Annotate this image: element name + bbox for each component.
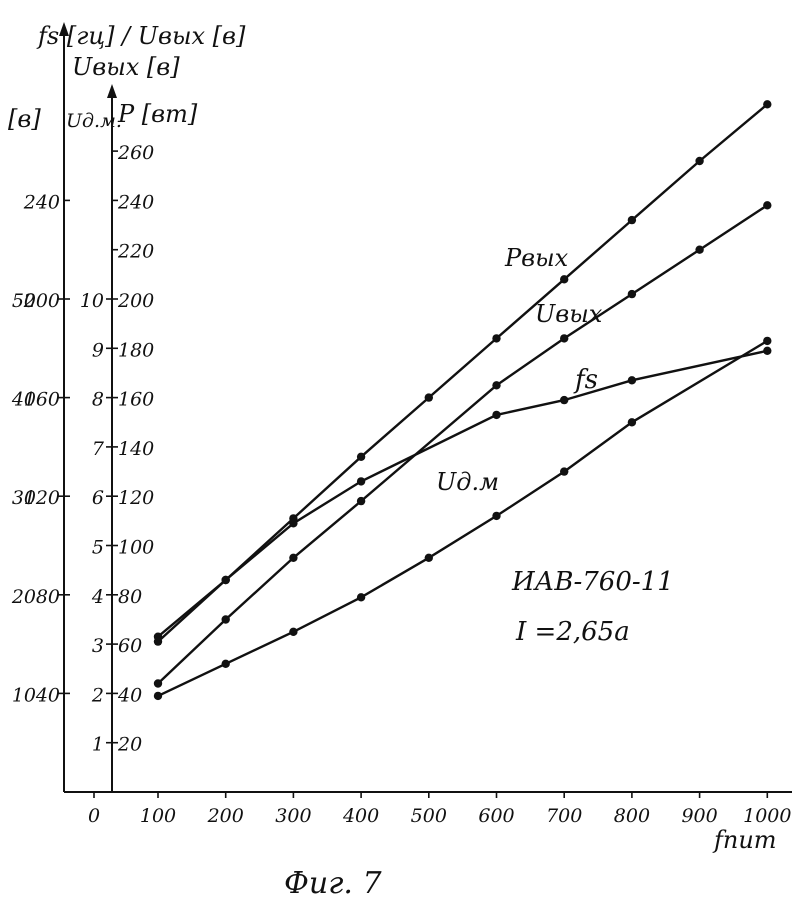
- data-point-uvyh: [492, 381, 500, 389]
- uvyh-axis-label: Uвых [в]: [72, 53, 180, 81]
- x-tick-label: 900: [681, 805, 717, 827]
- power-tick-label: 140: [118, 438, 154, 460]
- fs-tick-label: 9: [92, 339, 104, 361]
- data-point-udm: [492, 512, 500, 520]
- x-tick-label: 600: [478, 805, 514, 827]
- figure-caption: Фиг. 7: [284, 866, 382, 901]
- power-tick-label: 240: [117, 191, 154, 213]
- volt-tick-label: 10: [12, 684, 36, 706]
- power-tick-label: 40: [117, 684, 142, 706]
- udm-tick-label: 200: [23, 290, 60, 312]
- fs-tick-label: 2: [91, 684, 104, 706]
- data-point-uvyh: [695, 246, 703, 254]
- data-point-uvyh: [357, 497, 365, 505]
- udm-tick-label: 240: [23, 191, 60, 213]
- fs-tick-label: 6: [92, 487, 104, 509]
- udm-tick-label: 80: [36, 586, 60, 608]
- data-point-pvyh: [560, 275, 568, 283]
- power-tick-label: 20: [117, 734, 142, 756]
- x-tick-label: 800: [614, 805, 650, 827]
- right-y-axis-arrow: [107, 84, 117, 98]
- power-axis-label: P [вт]: [117, 100, 198, 128]
- data-point-fs: [492, 411, 500, 419]
- power-tick-label: 100: [118, 537, 154, 559]
- series-line-uvyh: [158, 205, 767, 683]
- x-tick-label: 700: [546, 805, 582, 827]
- data-point-uvyh: [560, 334, 568, 342]
- data-point-pvyh: [492, 334, 500, 342]
- udm-tick-label: 120: [24, 487, 60, 509]
- data-point-udm: [154, 692, 162, 700]
- data-point-fs: [154, 637, 162, 645]
- data-point-uvyh: [222, 615, 230, 623]
- data-point-uvyh: [763, 201, 771, 209]
- x-tick-label: 400: [342, 805, 379, 827]
- fs-tick-label: 8: [92, 389, 104, 411]
- volt-axis-label: [в]: [8, 105, 41, 133]
- current-annotation: I =2,65а: [515, 617, 630, 647]
- udm-tick-label: 40: [35, 684, 60, 706]
- power-tick-label: 60: [118, 635, 142, 657]
- data-point-pvyh: [763, 100, 771, 108]
- data-point-fs: [222, 576, 230, 584]
- series-label-udm: Uд.м: [436, 468, 499, 496]
- data-point-udm: [425, 554, 433, 562]
- data-point-fs: [357, 477, 365, 485]
- data-point-pvyh: [357, 453, 365, 461]
- axis-ticks: 0100200300400500600700800900100010203040…: [11, 142, 792, 827]
- data-point-udm: [289, 628, 297, 636]
- x-axis-label: fпит: [712, 826, 777, 854]
- data-point-uvyh: [289, 554, 297, 562]
- x-tick-label: 1000: [743, 805, 791, 827]
- data-point-fs: [628, 376, 636, 384]
- udm-axis-label: Uд.м.: [66, 110, 122, 132]
- data-point-pvyh: [425, 393, 433, 401]
- power-tick-label: 200: [117, 290, 154, 312]
- x-tick-label: 200: [207, 805, 244, 827]
- power-tick-label: 180: [118, 339, 154, 361]
- x-tick-label: 500: [411, 805, 447, 827]
- data-point-pvyh: [695, 157, 703, 165]
- data-point-udm: [628, 418, 636, 426]
- fs-tick-label: 5: [92, 537, 104, 559]
- power-tick-label: 80: [118, 586, 142, 608]
- fs-tick-label: 10: [80, 290, 104, 312]
- data-point-fs: [763, 347, 771, 355]
- data-curves: [154, 100, 772, 700]
- power-tick-label: 260: [117, 142, 154, 164]
- udm-tick-label: 160: [24, 389, 60, 411]
- x-tick-label: 0: [88, 805, 100, 827]
- volt-tick-label: 20: [11, 586, 36, 608]
- x-tick-label: 100: [140, 805, 176, 827]
- fs-axis-label: fs [гц] / Uвых [в]: [36, 22, 246, 50]
- fs-tick-label: 1: [92, 734, 104, 756]
- data-point-udm: [357, 593, 365, 601]
- data-point-uvyh: [628, 290, 636, 298]
- fs-tick-label: 7: [92, 438, 105, 460]
- data-point-uvyh: [154, 679, 162, 687]
- data-point-fs: [560, 396, 568, 404]
- series-line-udm: [158, 341, 767, 696]
- power-tick-label: 160: [118, 389, 154, 411]
- power-tick-label: 120: [118, 487, 154, 509]
- data-point-udm: [763, 337, 771, 345]
- x-tick-label: 300: [275, 805, 311, 827]
- device-annotation: ИАВ-760-11: [511, 567, 674, 597]
- data-point-pvyh: [628, 216, 636, 224]
- series-label-pvyh: Pвых: [504, 244, 569, 272]
- series-label-uvyh: Uвых: [535, 300, 603, 328]
- data-point-fs: [289, 519, 297, 527]
- fs-tick-label: 4: [91, 586, 104, 608]
- data-point-udm: [222, 660, 230, 668]
- fs-tick-label: 3: [92, 635, 104, 657]
- power-tick-label: 220: [117, 241, 154, 263]
- data-point-udm: [560, 467, 568, 475]
